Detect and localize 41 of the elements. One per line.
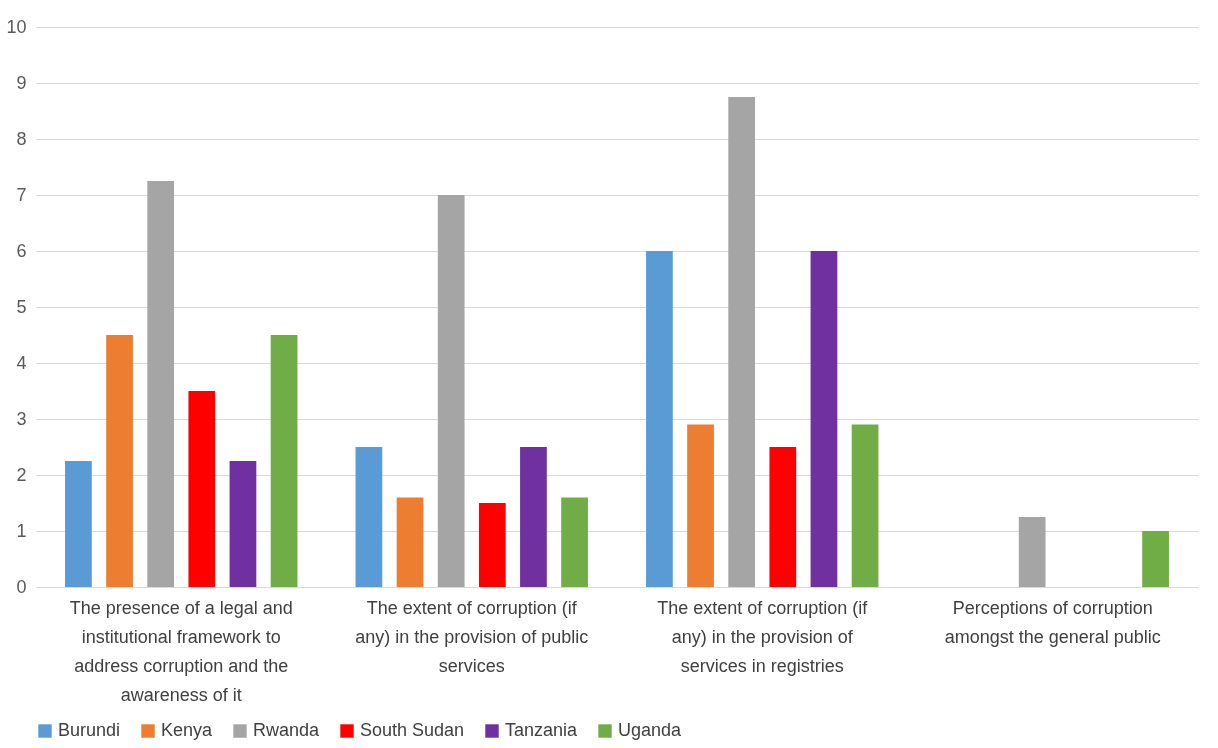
bar	[769, 447, 797, 587]
bar	[561, 497, 588, 587]
bar	[687, 424, 714, 587]
bar	[646, 251, 673, 587]
bar	[437, 195, 465, 587]
y-tick-label: 4	[16, 352, 27, 373]
legend-label: Tanzania	[505, 720, 579, 740]
x-tick-label: The extent of corruption (if any) in the provision of public services	[355, 597, 589, 676]
legend-label: Rwanda	[253, 720, 321, 740]
y-tick-label: 0	[16, 576, 27, 597]
x-tick-label: Perceptions of corruption amongst the general public	[944, 597, 1161, 647]
bar	[1142, 531, 1169, 587]
y-tick-label: 3	[16, 408, 27, 429]
bar	[229, 461, 257, 587]
bar	[147, 181, 175, 587]
y-tick-label: 8	[16, 128, 27, 149]
bar	[478, 503, 506, 587]
bar	[851, 424, 879, 587]
x-tick-label: The extent of corruption (if any) in the provision of services in registries	[657, 597, 869, 676]
bar	[270, 335, 298, 587]
y-tick-label: 7	[16, 184, 27, 205]
bar	[396, 497, 424, 587]
y-tick-label: 2	[16, 464, 27, 485]
bar	[188, 391, 216, 587]
legend-label: Burundi	[58, 720, 121, 740]
y-tick-label: 9	[16, 72, 27, 93]
x-tick-label: The presence of a legal and institutional framework to address corruption and the awareness of it	[69, 597, 293, 705]
y-tick-label: 6	[16, 240, 27, 261]
legend-label: Kenya	[161, 720, 214, 740]
bar	[65, 461, 92, 587]
bar	[355, 447, 383, 587]
y-tick-label: 10	[6, 16, 27, 37]
bar	[1018, 517, 1046, 587]
bar	[810, 251, 838, 587]
legend-label: South Sudan	[360, 720, 465, 740]
legend-label: Uganda	[618, 720, 683, 740]
bar	[520, 447, 547, 587]
y-tick-label: 5	[16, 296, 27, 317]
bar	[106, 335, 133, 587]
y-tick-label: 1	[16, 520, 27, 541]
bar	[728, 97, 756, 587]
